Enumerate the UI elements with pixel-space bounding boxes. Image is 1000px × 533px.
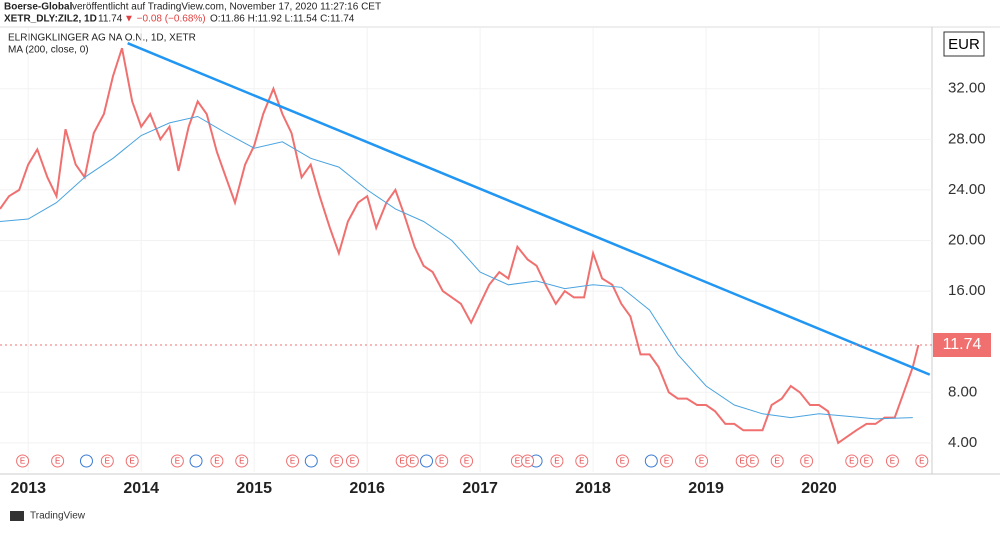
published: veröffentlicht auf TradingView.com, Nove…	[72, 2, 381, 13]
dividend-marker	[644, 454, 658, 468]
event-marker	[845, 454, 859, 468]
last-price-box	[933, 332, 991, 357]
event-label: E	[775, 457, 780, 466]
dividend-marker	[420, 454, 434, 468]
price-line	[0, 47, 920, 445]
event-label: E	[664, 457, 669, 466]
x-tick-label: 2016	[349, 480, 385, 497]
event-label: E	[105, 457, 110, 466]
event-label: E	[410, 457, 415, 466]
event-marker	[885, 454, 899, 468]
y-tick-label: 20.00	[948, 231, 986, 248]
event-marker	[435, 454, 449, 468]
logo	[10, 511, 24, 521]
event-label: E	[579, 457, 584, 466]
event-marker	[170, 454, 184, 468]
footer: TradingView	[30, 511, 86, 522]
dividend-marker	[189, 454, 203, 468]
event-label: E	[350, 457, 355, 466]
event-marker	[745, 454, 759, 468]
event-marker	[521, 454, 535, 468]
y-tick-label: 4.00	[948, 434, 977, 451]
ma-line	[0, 115, 913, 420]
event-label: E	[239, 457, 244, 466]
event-label: E	[740, 457, 745, 466]
event-marker	[210, 454, 224, 468]
event-marker	[51, 454, 65, 468]
event-marker	[125, 454, 139, 468]
event-marker	[235, 454, 249, 468]
x-tick-label: 2020	[801, 480, 837, 497]
x-tick-label: 2015	[236, 480, 272, 497]
event-label: E	[620, 457, 625, 466]
event-label: E	[290, 457, 295, 466]
event-label: E	[525, 457, 530, 466]
event-label: E	[464, 457, 469, 466]
event-label: E	[400, 457, 405, 466]
event-marker	[405, 454, 419, 468]
event-label: E	[20, 457, 25, 466]
event-label: E	[849, 457, 854, 466]
dividend-marker	[304, 454, 318, 468]
event-label: E	[334, 457, 339, 466]
event-label: E	[864, 457, 869, 466]
event-label: E	[699, 457, 704, 466]
last-price-label: 11.74	[943, 336, 982, 353]
event-label: E	[55, 457, 60, 466]
x-tick-label: 2017	[462, 480, 498, 497]
publisher: Boerse-Global	[4, 2, 73, 13]
event-marker	[550, 454, 564, 468]
event-label: E	[919, 457, 924, 466]
event-marker	[330, 454, 344, 468]
event-marker	[915, 454, 929, 468]
currency[interactable]: EUR	[948, 36, 980, 53]
legend-ma: MA (200, close, 0)	[8, 45, 89, 56]
event-label: E	[554, 457, 559, 466]
x-tick-label: 2018	[575, 480, 611, 497]
y-tick-label: 32.00	[948, 80, 986, 97]
dividend-marker	[79, 454, 93, 468]
event-label: E	[130, 457, 135, 466]
event-label: E	[175, 457, 180, 466]
event-marker	[575, 454, 589, 468]
event-marker	[286, 454, 300, 468]
event-label: E	[439, 457, 444, 466]
trendline	[127, 42, 931, 376]
last: 11.74	[98, 14, 123, 25]
symbol: XETR_DLY:ZIL2, 1D	[4, 14, 97, 25]
y-tick-label: 24.00	[948, 181, 986, 198]
y-tick-label: 28.00	[948, 130, 986, 147]
x-tick-label: 2019	[688, 480, 724, 497]
event-marker	[16, 454, 30, 468]
event-label: E	[804, 457, 809, 466]
ohlc: O:11.86 H:11.92 L:11.54 C:11.74	[210, 14, 355, 25]
legend-price: ELRINGKLINGER AG NA O.N., 1D, XETR	[8, 33, 196, 44]
event-label: E	[750, 457, 755, 466]
event-marker	[770, 454, 784, 468]
event-label: E	[515, 457, 520, 466]
event-label: E	[890, 457, 895, 466]
change: ▼ −0.08 (−0.68%)	[124, 14, 206, 25]
x-tick-label: 2014	[123, 480, 159, 497]
y-tick-label: 8.00	[948, 383, 977, 400]
event-marker	[695, 454, 709, 468]
x-tick-label: 2013	[10, 480, 46, 497]
event-marker	[460, 454, 474, 468]
y-tick-label: 16.00	[948, 282, 986, 299]
event-label: E	[214, 457, 219, 466]
event-marker	[660, 454, 674, 468]
event-marker	[345, 454, 359, 468]
event-marker	[615, 454, 629, 468]
event-marker	[100, 454, 114, 468]
event-marker	[800, 454, 814, 468]
currency-box[interactable]	[943, 31, 985, 57]
event-marker	[859, 454, 873, 468]
